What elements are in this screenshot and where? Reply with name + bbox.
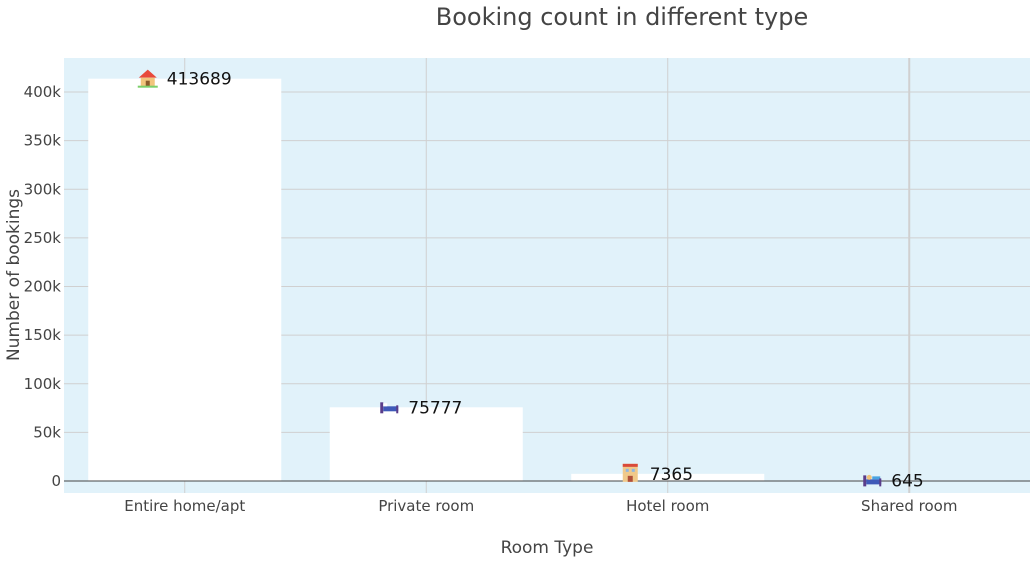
y-tick-label: 150k <box>24 326 62 344</box>
house-icon <box>137 69 158 88</box>
y-tick-label: 350k <box>24 132 62 150</box>
x-tick-label: Entire home/apt <box>124 497 245 515</box>
y-tick-label: 300k <box>24 180 62 198</box>
y-tick-label: 50k <box>33 423 61 441</box>
x-axis-title: Room Type <box>501 538 594 558</box>
data-label: 75777 <box>408 398 462 418</box>
chart-title: Booking count in different type <box>435 3 809 31</box>
data-label: 413689 <box>167 70 232 90</box>
x-tick-label: Private room <box>378 497 474 515</box>
x-tick-label: Shared room <box>861 497 957 515</box>
bars <box>88 78 1006 482</box>
x-axis-ticks: Entire home/apt Private room Hotel room Sha… <box>124 497 957 515</box>
bed-with-person-icon <box>863 474 882 487</box>
data-label: 7365 <box>650 465 693 485</box>
data-labels: 413689 75777 7365 645 <box>137 69 924 491</box>
y-tick-label: 250k <box>24 229 62 247</box>
bar[interactable] <box>88 78 282 482</box>
y-tick-label: 400k <box>24 83 62 101</box>
x-tick-label: Hotel room <box>626 497 709 515</box>
bed-icon <box>380 402 399 414</box>
bar[interactable] <box>329 407 523 481</box>
y-tick-label: 100k <box>24 375 62 393</box>
data-label: 645 <box>891 471 923 491</box>
hotel-icon <box>622 463 638 482</box>
y-axis-title: Number of bookings <box>4 189 24 361</box>
y-tick-label: 0 <box>51 472 61 490</box>
bar[interactable] <box>571 473 765 481</box>
y-axis-ticks: 0 50k 100k 150k 200k 250k 300k 350k 400k <box>24 83 62 490</box>
y-tick-label: 200k <box>24 278 62 296</box>
